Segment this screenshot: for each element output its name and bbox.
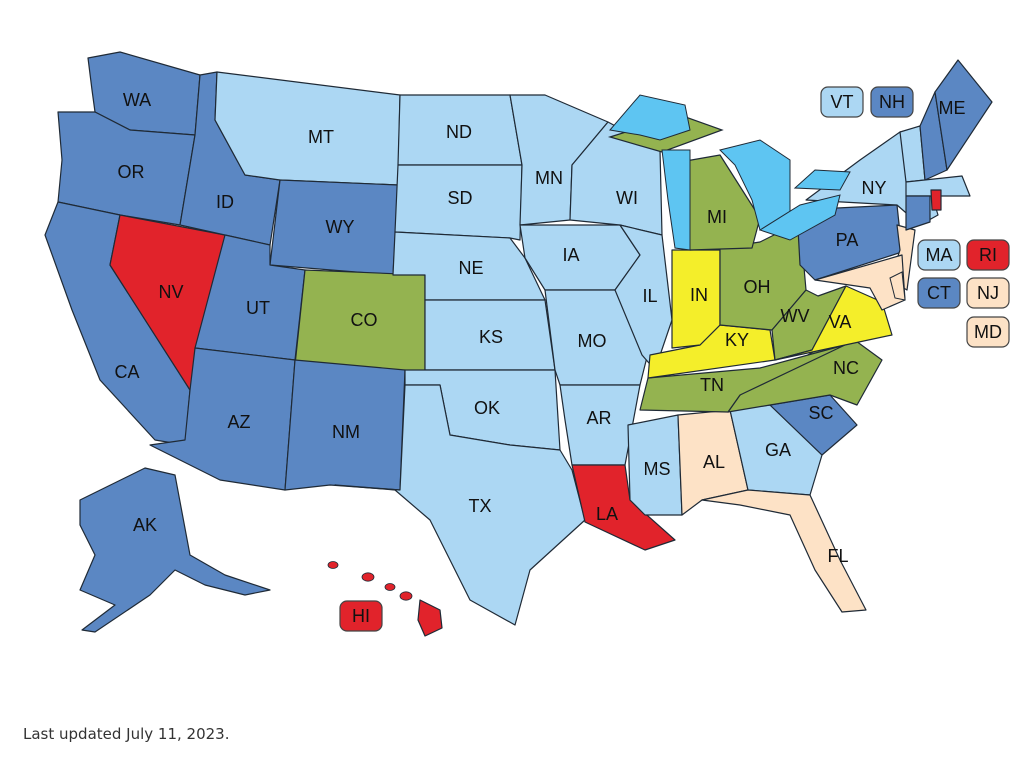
state-label-nc: NC [833, 358, 859, 378]
state-callout-label-vt: VT [830, 92, 853, 112]
great-lake [793, 169, 851, 191]
state-label-al: AL [703, 452, 725, 472]
state-label-oh: OH [744, 277, 771, 297]
state-label-ks: KS [479, 327, 503, 347]
state-callout-label-ct: CT [927, 283, 951, 303]
state-label-az: AZ [227, 412, 250, 432]
state-label-or: OR [118, 162, 145, 182]
state-label-wi: WI [616, 188, 638, 208]
state-label-mt: MT [308, 127, 334, 147]
state-ri[interactable] [930, 189, 942, 211]
state-label-sd: SD [447, 188, 472, 208]
state-label-nv: NV [158, 282, 183, 302]
state-ct[interactable] [905, 195, 931, 231]
state-label-sc: SC [808, 403, 833, 423]
state-label-wv: WV [781, 306, 810, 326]
last-updated-note: Last updated July 11, 2023. [23, 725, 230, 743]
state-label-tx: TX [468, 496, 491, 516]
state-label-ny: NY [861, 178, 886, 198]
state-label-ky: KY [725, 330, 749, 350]
state-callout-nj[interactable] [966, 277, 1010, 309]
state-label-in: IN [690, 285, 708, 305]
great-lake [758, 194, 841, 241]
state-de[interactable] [889, 271, 906, 301]
state-callout-ma[interactable] [917, 239, 961, 271]
state-label-co: CO [351, 310, 378, 330]
state-la[interactable] [571, 464, 676, 551]
state-label-ga: GA [765, 440, 791, 460]
state-label-tn: TN [700, 375, 724, 395]
state-label-pa: PA [836, 230, 859, 250]
state-hi[interactable] [417, 599, 443, 637]
state-label-va: VA [829, 312, 852, 332]
state-callout-label-nj: NJ [977, 283, 999, 303]
state-callout-ri[interactable] [966, 239, 1010, 271]
state-callout-label-ri: RI [979, 245, 997, 265]
state-ms[interactable] [627, 414, 683, 516]
great-lake [609, 94, 691, 141]
hawaii-island [361, 572, 375, 582]
state-me[interactable] [934, 59, 993, 171]
state-label-wy: WY [326, 217, 355, 237]
state-label-fl: FL [827, 546, 848, 566]
state-in[interactable] [671, 249, 721, 349]
state-label-me: ME [939, 98, 966, 118]
state-label-nm: NM [332, 422, 360, 442]
state-tx[interactable] [334, 384, 586, 626]
hawaii-island [327, 561, 339, 569]
state-callout-label-ma: MA [926, 245, 953, 265]
state-ma[interactable] [905, 175, 971, 197]
state-callout-label-md: MD [974, 322, 1002, 342]
state-callout-label-hi: HI [352, 606, 370, 626]
state-callout-ct[interactable] [917, 277, 961, 309]
state-label-nd: ND [446, 122, 472, 142]
state-label-ms: MS [644, 459, 671, 479]
state-label-id: ID [216, 192, 234, 212]
state-label-ak: AK [133, 515, 157, 535]
state-ak[interactable] [79, 467, 271, 633]
state-tn[interactable] [639, 344, 846, 413]
state-sd[interactable] [394, 164, 523, 241]
state-callout-vt[interactable] [820, 86, 864, 118]
state-callout-hi[interactable] [339, 600, 383, 632]
state-label-ar: AR [586, 408, 611, 428]
state-md[interactable] [814, 254, 906, 311]
state-fl[interactable] [701, 489, 867, 613]
state-label-mn: MN [535, 168, 563, 188]
state-label-la: LA [596, 504, 618, 524]
state-label-il: IL [642, 286, 657, 306]
state-label-ca: CA [114, 362, 139, 382]
state-label-ia: IA [562, 245, 579, 265]
state-label-ok: OK [474, 398, 500, 418]
hawaii-island [384, 583, 396, 591]
state-callout-md[interactable] [966, 316, 1010, 348]
state-callout-label-nh: NH [879, 92, 905, 112]
state-label-mi: MI [707, 207, 727, 227]
hawaii-island [399, 591, 413, 601]
state-label-ne: NE [458, 258, 483, 278]
state-label-wa: WA [123, 90, 151, 110]
state-il[interactable] [614, 224, 673, 371]
state-label-mo: MO [578, 331, 607, 351]
state-label-ut: UT [246, 298, 270, 318]
great-lake [661, 149, 691, 251]
state-callout-nh[interactable] [870, 86, 914, 118]
state-pa[interactable] [796, 204, 903, 281]
